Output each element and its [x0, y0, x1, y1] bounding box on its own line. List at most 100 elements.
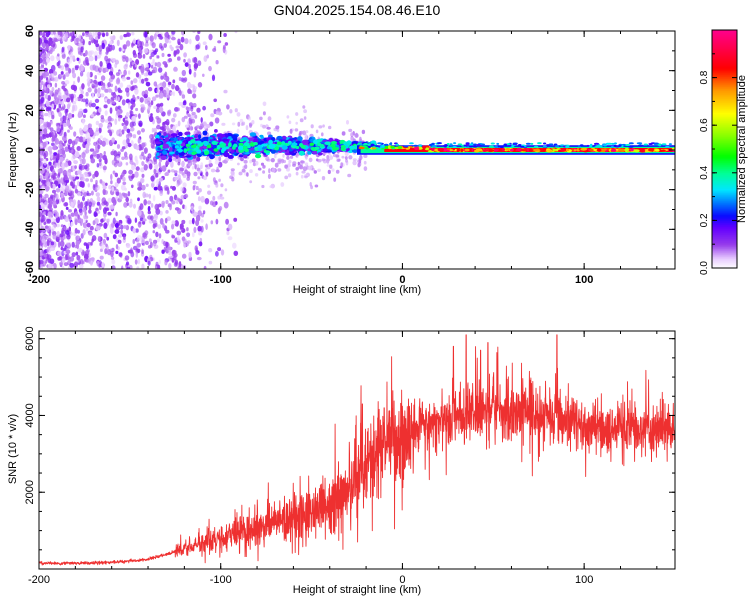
spectrogram-cell	[42, 142, 46, 148]
spectrogram-cell	[41, 186, 44, 192]
spectrogram-cell	[450, 143, 453, 145]
spectrogram-cell	[309, 158, 313, 163]
spectrogram-cell	[52, 195, 55, 202]
spectrogram-cell	[159, 43, 163, 49]
spectrogram-cell	[46, 44, 49, 50]
spectrogram-cell	[85, 50, 88, 56]
spectrogram-cell	[88, 232, 93, 236]
spectrogram-cell	[119, 82, 123, 88]
spectrogram-cell	[237, 129, 240, 134]
spectrogram-cell	[157, 224, 161, 229]
spectrogram-cell	[117, 77, 120, 83]
spectrogram-cell	[212, 48, 216, 52]
spectrogram-cell	[473, 144, 477, 146]
spectrogram-cell	[323, 159, 327, 164]
spectrogram-cell	[44, 86, 46, 90]
spectrogram-cell	[132, 122, 136, 127]
spectrogram-cell	[603, 144, 607, 146]
spectrogram-cell	[537, 142, 542, 144]
spectrogram-cell	[49, 90, 52, 96]
spectrogram-cell	[205, 223, 208, 230]
spectrogram-cell	[599, 145, 601, 147]
spectrogram-cell	[244, 142, 250, 146]
spectrogram-cell	[453, 146, 457, 148]
spectrogram-cell	[665, 146, 670, 148]
spectrogram-cell	[269, 185, 273, 188]
spectrogram-cell	[128, 170, 133, 175]
spectrogram-cell	[228, 224, 233, 231]
spectrogram-cell	[192, 232, 195, 237]
spectrogram-cell	[179, 90, 182, 96]
spectrogram-cell	[116, 72, 120, 76]
spectrogram-cell	[242, 122, 245, 126]
spectrogram-cell	[183, 174, 187, 178]
spectrogram-cell	[264, 150, 271, 153]
spectrogram-cell	[184, 132, 190, 136]
spectrogram-cell	[104, 158, 107, 165]
spectrogram-cell	[198, 210, 202, 216]
spectrogram-cell	[119, 193, 122, 199]
spectrogram-cell	[117, 144, 120, 149]
spectrogram-cell	[203, 210, 205, 214]
spectrogram-cell	[191, 112, 195, 115]
spectrogram-cell	[290, 129, 293, 134]
spectrogram-cell	[61, 86, 65, 90]
spectrogram-cell	[244, 164, 247, 169]
spectrogram-cell	[157, 62, 162, 68]
spectrogram-cell	[367, 144, 370, 146]
spectrogram-cell	[189, 120, 193, 125]
spectrogram-cell	[45, 53, 49, 59]
spectrogram-cell	[143, 218, 147, 221]
spectrogram-cell	[301, 171, 305, 174]
spectrogram-cell	[117, 178, 121, 184]
spectrogram-cell	[49, 38, 53, 45]
spectrogram-cell	[389, 143, 392, 145]
spectrogram-cell	[209, 261, 213, 265]
spectrogram-cell	[628, 146, 633, 148]
spectrogram-cell	[70, 94, 74, 100]
spectrogram-cell	[149, 194, 151, 199]
spectrogram-cell	[174, 177, 178, 180]
spectrogram-cell	[97, 196, 101, 202]
spectrogram-cell	[206, 157, 210, 160]
spectrogram-cell	[150, 242, 153, 248]
spectrogram-cell	[142, 232, 146, 237]
spectrogram-cell	[243, 155, 247, 159]
spectrogram-cell	[155, 116, 159, 120]
spectrogram-y-tick-label: -40	[24, 221, 36, 237]
spectrogram-cell	[203, 176, 207, 180]
spectrogram-cell	[81, 219, 84, 224]
spectrogram-cell	[126, 134, 130, 139]
spectrogram-cell	[268, 174, 271, 179]
spectrogram-cell	[166, 122, 169, 125]
spectrogram-cell	[197, 164, 200, 168]
spectrogram-cell	[396, 144, 399, 146]
spectrogram-cell	[310, 143, 315, 146]
spectrogram-cell	[67, 120, 71, 127]
spectrogram-cell	[55, 97, 59, 104]
spectrogram-cell	[130, 86, 133, 90]
spectrogram-cell	[96, 154, 99, 159]
spectrogram-cell	[165, 210, 168, 214]
spectrogram-cell	[60, 177, 63, 183]
spectrogram-cell	[111, 257, 114, 260]
spectrogram-cell	[128, 70, 130, 74]
spectrogram-cell	[322, 124, 325, 127]
spectrogram-cell	[48, 146, 53, 152]
spectrogram-cell	[226, 104, 230, 109]
spectrogram-cell	[655, 149, 660, 152]
spectrogram-cell	[654, 143, 659, 145]
spectrogram-cell	[620, 149, 624, 152]
spectrogram-cell	[58, 144, 63, 150]
spectrogram-cell	[159, 233, 162, 238]
spectrogram-cell	[353, 158, 357, 161]
spectrogram-cell	[483, 149, 489, 152]
spectrogram-cell	[181, 37, 185, 43]
spectrogram-cell	[75, 211, 79, 216]
spectrogram-cell	[364, 161, 367, 165]
spectrogram-cell	[101, 75, 105, 81]
spectrogram-cell	[226, 231, 229, 236]
spectrogram-cell	[49, 49, 53, 54]
spectrogram-cell	[110, 107, 113, 114]
spectrogram-cell	[560, 149, 565, 152]
